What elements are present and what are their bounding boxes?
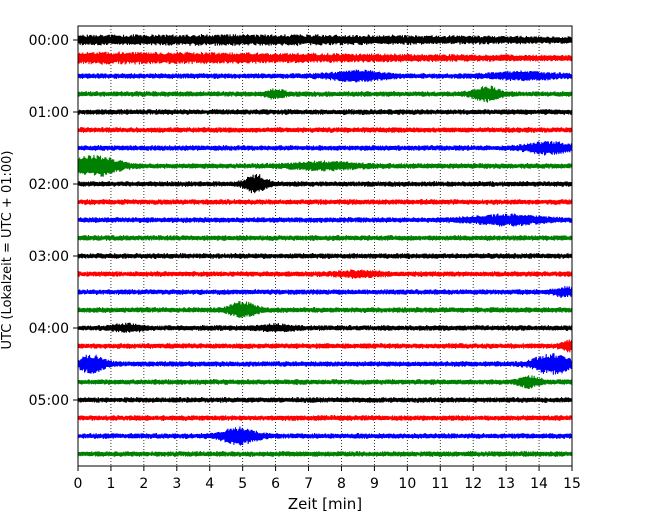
trace-0215 — [77, 198, 573, 206]
x-tick-label-15: 15 — [563, 476, 581, 492]
trace-0500 — [77, 397, 573, 404]
trace-0115 — [77, 126, 573, 133]
trace-0415 — [77, 339, 573, 353]
trace-0430 — [77, 353, 573, 375]
y-tick-label-0: 00:00 — [29, 33, 69, 49]
y-tick-label-3: 03:00 — [29, 249, 69, 265]
y-tick-label-1: 01:00 — [29, 105, 69, 121]
trace-0245 — [77, 234, 573, 241]
trace-0515 — [77, 414, 573, 421]
trace-0530 — [77, 426, 573, 446]
trace-0445 — [77, 375, 573, 389]
x-tick-label-10: 10 — [398, 476, 416, 492]
trace-0145 — [77, 155, 573, 177]
trace-0000 — [77, 34, 573, 46]
trace-0315 — [77, 269, 573, 279]
trace-0345 — [77, 301, 573, 318]
x-tick-label-6: 6 — [271, 476, 280, 492]
x-tick-label-11: 11 — [431, 476, 449, 492]
y-tick-label-2: 02:00 — [29, 177, 69, 193]
x-tick-label-2: 2 — [139, 476, 148, 492]
trace-0030 — [77, 69, 573, 83]
trace-0100 — [77, 109, 573, 116]
x-tick-label-14: 14 — [530, 476, 548, 492]
x-tick-label-3: 3 — [172, 476, 181, 492]
x-tick-label-1: 1 — [106, 476, 115, 492]
seismic-traces — [77, 34, 573, 457]
trace-0545 — [77, 450, 573, 457]
trace-0230 — [77, 213, 573, 227]
x-tick-label-0: 0 — [74, 476, 83, 492]
x-axis-label: Zeit [min] — [288, 495, 362, 513]
trace-0300 — [77, 252, 573, 259]
y-axis-label: UTC (Lokalzeit = UTC + 01:00) — [0, 151, 15, 350]
y-tick-label-4: 04:00 — [29, 321, 69, 337]
trace-0330 — [77, 286, 573, 298]
y-tick-label-5: 05:00 — [29, 393, 69, 409]
y-axis-ticks: 00:00 01:00 02:00 03:00 04:00 05:00 — [29, 33, 78, 409]
x-tick-label-7: 7 — [304, 476, 313, 492]
x-tick-label-5: 5 — [238, 476, 247, 492]
trace-0015 — [77, 51, 573, 65]
plot-frame — [77, 25, 573, 467]
x-axis-ticks: 0 1 2 3 4 5 6 7 8 9 10 11 12 13 14 15 — [74, 466, 581, 492]
x-tick-label-8: 8 — [337, 476, 346, 492]
x-tick-label-13: 13 — [497, 476, 515, 492]
trace-0045 — [77, 85, 573, 103]
trace-0130 — [77, 140, 573, 156]
x-tick-label-9: 9 — [370, 476, 379, 492]
trace-0200 — [77, 174, 573, 194]
vertical-gridlines — [110, 26, 540, 466]
x-tick-label-12: 12 — [464, 476, 482, 492]
trace-0400 — [77, 322, 573, 334]
x-tick-label-4: 4 — [205, 476, 214, 492]
